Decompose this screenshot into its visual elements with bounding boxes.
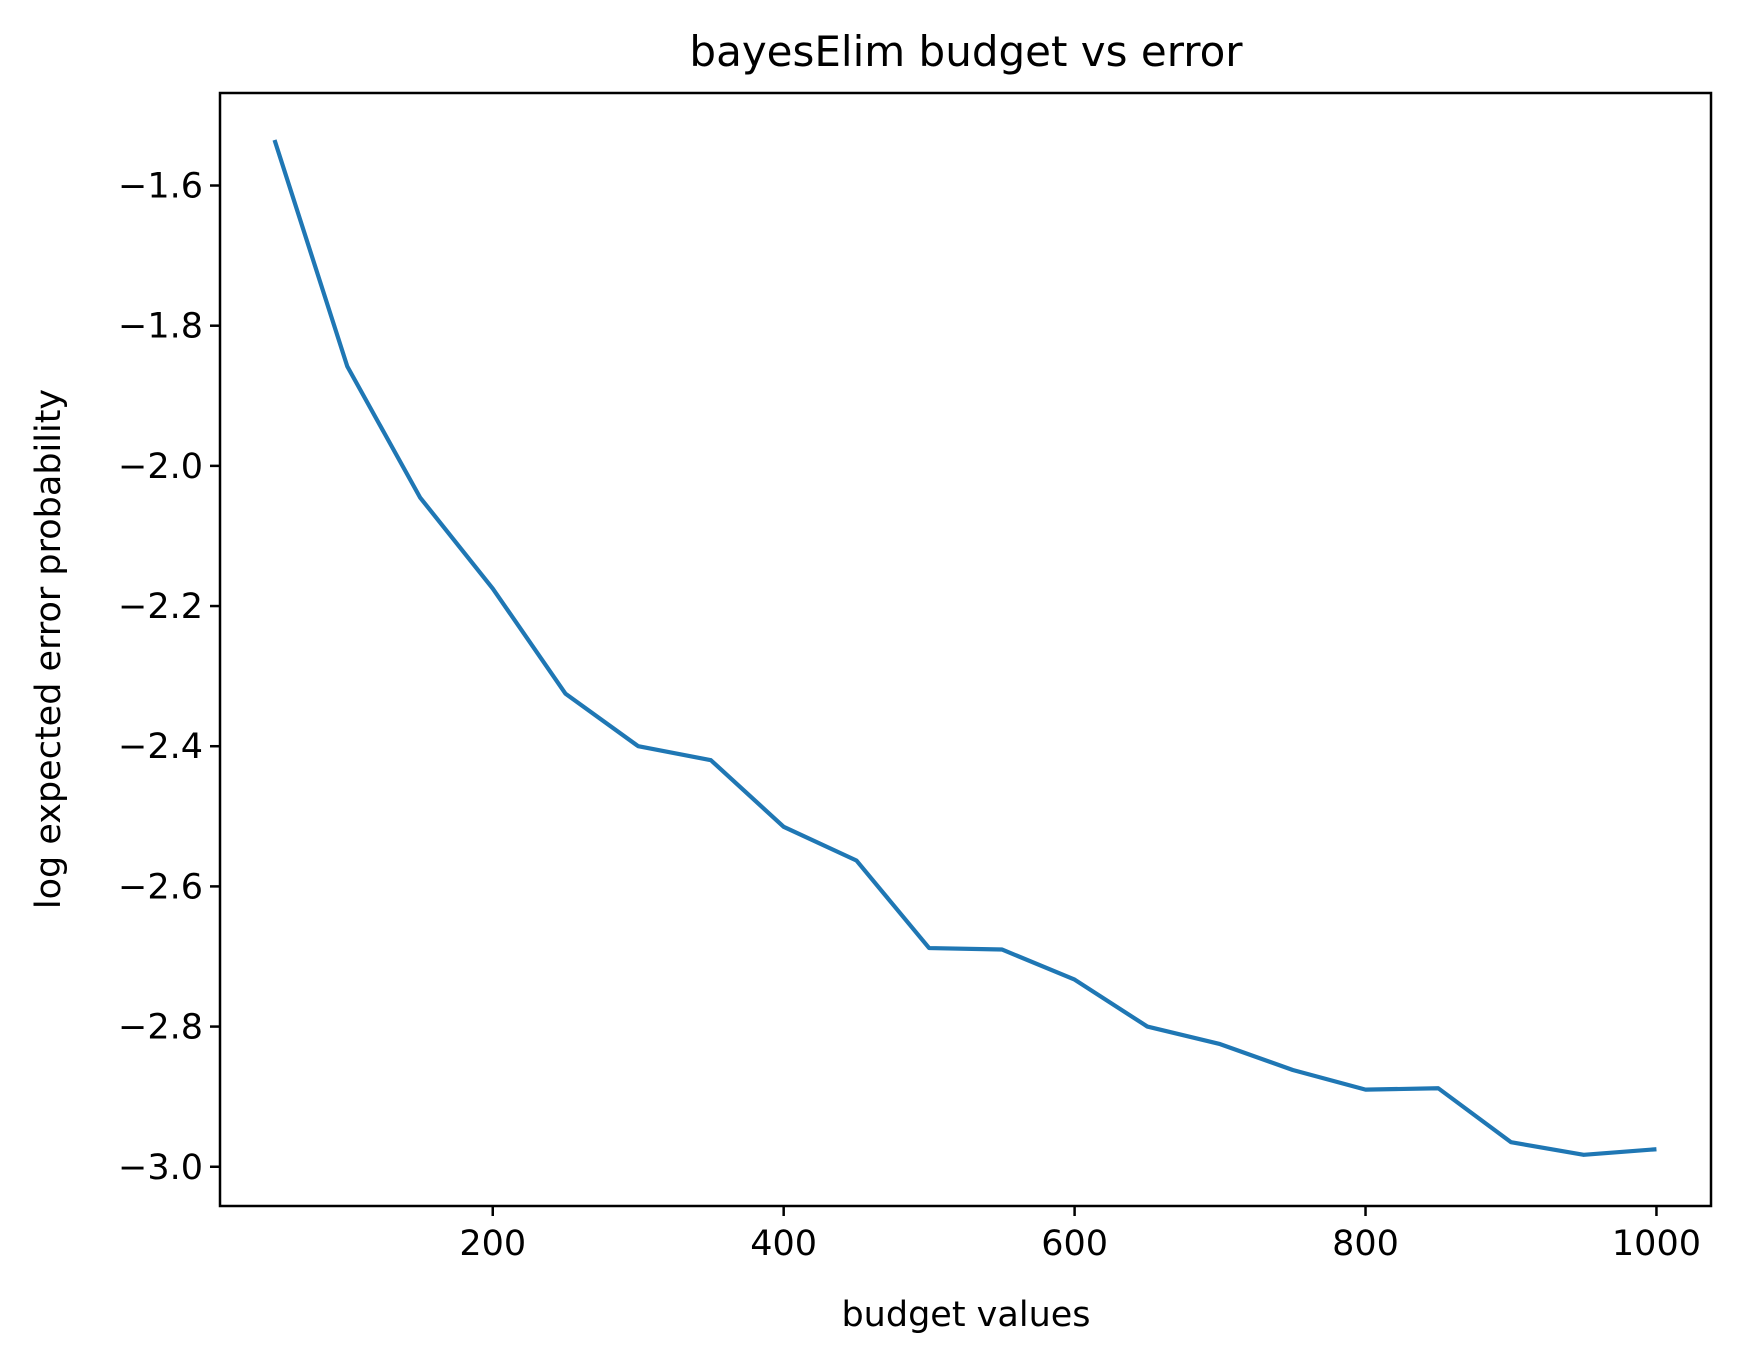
x-tick-label: 400 — [750, 1224, 817, 1264]
chart-title: bayesElim budget vs error — [689, 27, 1243, 76]
x-tick-label: 1000 — [1612, 1224, 1701, 1264]
y-tick-label: −1.8 — [118, 307, 203, 347]
y-tick-label: −3.0 — [118, 1148, 203, 1188]
x-axis-label: budget values — [841, 1295, 1090, 1335]
y-tick-label: −2.6 — [118, 867, 203, 907]
y-axis-ticks: −1.6 −1.8 −2.0 −2.2 −2.4 −2.6 −2.8 −3.0 — [118, 167, 220, 1188]
y-tick-label: −2.2 — [118, 587, 203, 627]
plot-frame — [218, 91, 1713, 1208]
x-tick-label: 600 — [1041, 1224, 1108, 1264]
x-axis-ticks: 200 400 600 800 1000 — [459, 1206, 1701, 1264]
y-axis-label: log expected error probability — [29, 389, 69, 909]
plot-area — [272, 139, 1657, 1157]
y-tick-label: −1.6 — [118, 167, 203, 207]
x-tick-label: 200 — [459, 1224, 526, 1264]
x-tick-label: 800 — [1332, 1224, 1399, 1264]
series-line — [272, 139, 1657, 1157]
y-tick-label: −2.4 — [118, 727, 203, 767]
y-tick-label: −2.0 — [118, 447, 203, 487]
y-tick-label: −2.8 — [118, 1008, 203, 1048]
